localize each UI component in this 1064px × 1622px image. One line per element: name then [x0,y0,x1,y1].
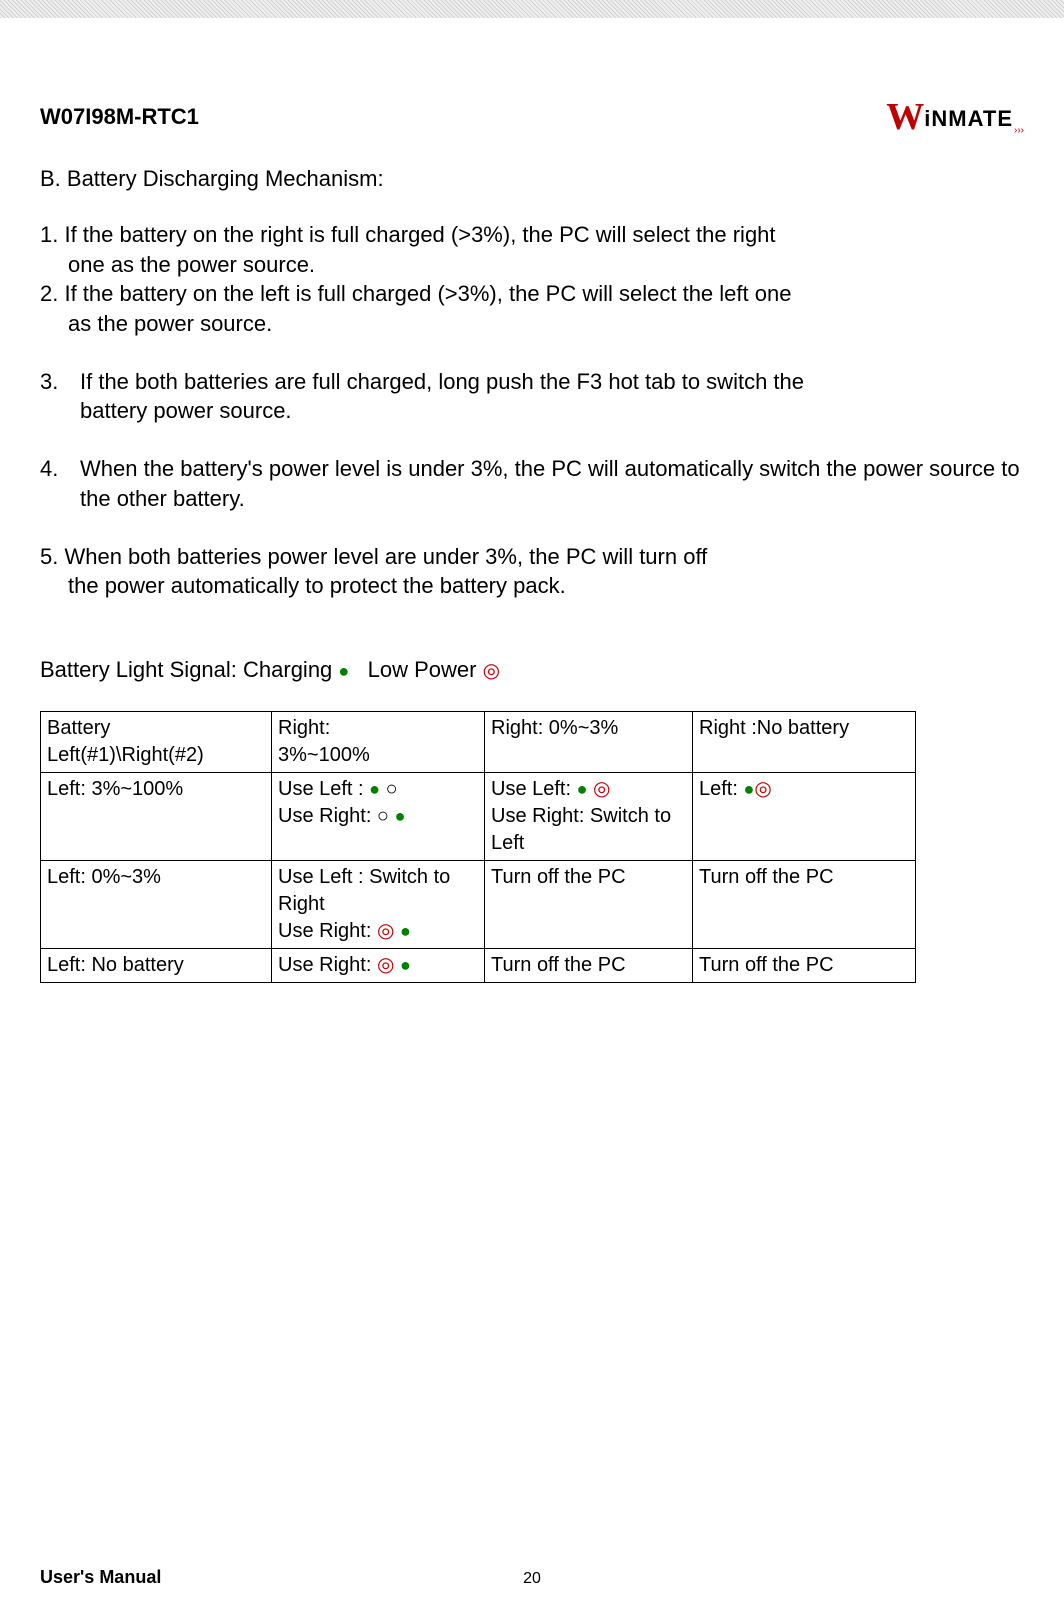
cell-header-right-full: Right:3%~100% [272,711,485,772]
table-row: Left: 3%~100% Use Left : ● ○ Use Right: … [41,772,916,860]
cell-header-right-none: Right :No battery [693,711,916,772]
p5-line1: 5. When both batteries power level are u… [40,542,1024,572]
p2-line2: as the power source. [40,309,1024,339]
green-dot-icon: ● [369,779,380,799]
p3-number: 3. [40,367,80,426]
table-row: Left: No battery Use Right: ◎ ● Turn off… [41,948,916,982]
red-ring-icon: ◎ [754,778,771,800]
footer-manual-label: User's Manual [40,1567,161,1587]
signal-low-label: Low Power [368,657,477,682]
cell-left-full: Left: 3%~100% [41,772,272,860]
table-row: Left: 0%~3% Use Left : Switch to Right U… [41,860,916,948]
logo-wave-icon: ››› [1014,125,1024,136]
cell-r1c1: Use Left : ● ○ Use Right: ○ ● [272,772,485,860]
p4-number: 4. [40,454,80,513]
body-text: 1. If the battery on the right is full c… [40,220,1024,601]
header-row: W07I98M-RTC1 WiNMATE››› [40,98,1024,136]
logo-text: iNMATE [924,106,1013,132]
red-ring-icon: ◎ [377,920,394,942]
p4-text: When the battery's power level is under … [80,454,1024,513]
cell-r1c3: Left: ●◎ [693,772,916,860]
red-ring-icon: ◎ [377,954,394,976]
cell-r3c3: Turn off the PC [693,948,916,982]
battery-signal-table: BatteryLeft(#1)\Right(#2) Right:3%~100% … [40,711,916,983]
p5-line2: the power automatically to protect the b… [40,571,1024,601]
green-dot-icon: ● [400,921,411,941]
winmate-logo: WiNMATE››› [886,98,1024,136]
cell-left-low: Left: 0%~3% [41,860,272,948]
model-number: W07I98M-RTC1 [40,104,199,130]
decorative-top-border [0,0,1064,18]
p3-text2: battery power source. [80,398,292,423]
charging-dot-icon: ● [338,661,349,681]
cell-r1c2: Use Left: ● ◎ Use Right: Switch to Left [485,772,693,860]
cell-r2c3: Turn off the PC [693,860,916,948]
cell-header-battery: BatteryLeft(#1)\Right(#2) [41,711,272,772]
signal-charging-label: Battery Light Signal: Charging [40,657,332,682]
cell-r2c1: Use Left : Switch to Right Use Right: ◎ … [272,860,485,948]
footer-page-number: 20 [523,1570,541,1588]
p1-line1: 1. If the battery on the right is full c… [40,220,1024,250]
cell-r3c2: Turn off the PC [485,948,693,982]
section-title: B. Battery Discharging Mechanism: [40,166,1024,192]
p3-text1: If the both batteries are full charged, … [80,369,804,394]
cell-left-none: Left: No battery [41,948,272,982]
footer: User's Manual 20 [40,1567,1024,1588]
red-ring-icon: ◎ [593,778,610,800]
green-dot-icon: ● [395,806,406,826]
cell-header-right-low: Right: 0%~3% [485,711,693,772]
p2-line1: 2. If the battery on the left is full ch… [40,279,1024,309]
table-row: BatteryLeft(#1)\Right(#2) Right:3%~100% … [41,711,916,772]
signal-legend: Battery Light Signal: Charging ● Low Pow… [40,657,1024,683]
green-dot-icon: ● [400,955,411,975]
p1-line2: one as the power source. [40,250,1024,280]
cell-r2c2: Turn off the PC [485,860,693,948]
cell-r3c1: Use Right: ◎ ● [272,948,485,982]
green-dot-icon: ● [577,779,588,799]
green-dot-icon: ● [743,779,754,799]
page-content: W07I98M-RTC1 WiNMATE››› B. Battery Disch… [0,18,1064,1622]
low-power-ring-icon: ◎ [483,660,500,682]
logo-w: W [886,98,924,136]
